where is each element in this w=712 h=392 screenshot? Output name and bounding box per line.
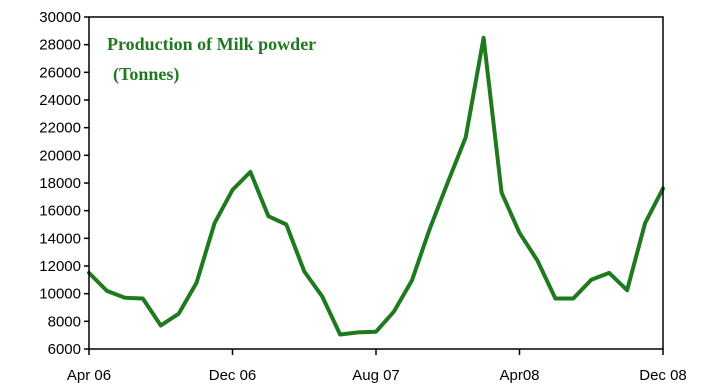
y-tick-label: 26000 [39, 64, 81, 81]
chart-title-line-2: (Tonnes) [113, 64, 179, 85]
x-tick-label: Apr 06 [67, 367, 111, 384]
plot-area-frame [88, 16, 664, 350]
x-tick-label: Dec 08 [639, 367, 687, 384]
x-tick-label: Apr08 [499, 367, 539, 384]
y-axis-ticks: 6000 8000 10000 12000 14000 16000 18000 20000 22… [39, 9, 89, 358]
series-line [87, 35, 665, 337]
y-tick-label: 16000 [39, 203, 81, 220]
y-tick-label: 6000 [48, 341, 81, 358]
x-axis-ticks: Apr 06 Dec 06 Aug 07 Apr08 Dec 08 [67, 349, 687, 384]
y-tick-label: 20000 [39, 147, 81, 164]
x-tick-label: Dec 06 [209, 367, 257, 384]
y-tick-label: 24000 [39, 92, 81, 109]
y-tick-label: 12000 [39, 258, 81, 275]
chart-title-line-1: Production of Milk powder [107, 34, 316, 54]
y-tick-label: 8000 [48, 313, 81, 330]
y-tick-label: 10000 [39, 286, 81, 303]
y-tick-label: 14000 [39, 230, 81, 247]
y-tick-label: 22000 [39, 120, 81, 137]
y-tick-label: 30000 [39, 9, 81, 26]
x-tick-label: Aug 07 [352, 367, 400, 384]
y-tick-label: 18000 [39, 175, 81, 192]
chart-title: Production of Milk powder (Tonnes) [107, 34, 316, 85]
y-tick-label: 28000 [39, 37, 81, 54]
